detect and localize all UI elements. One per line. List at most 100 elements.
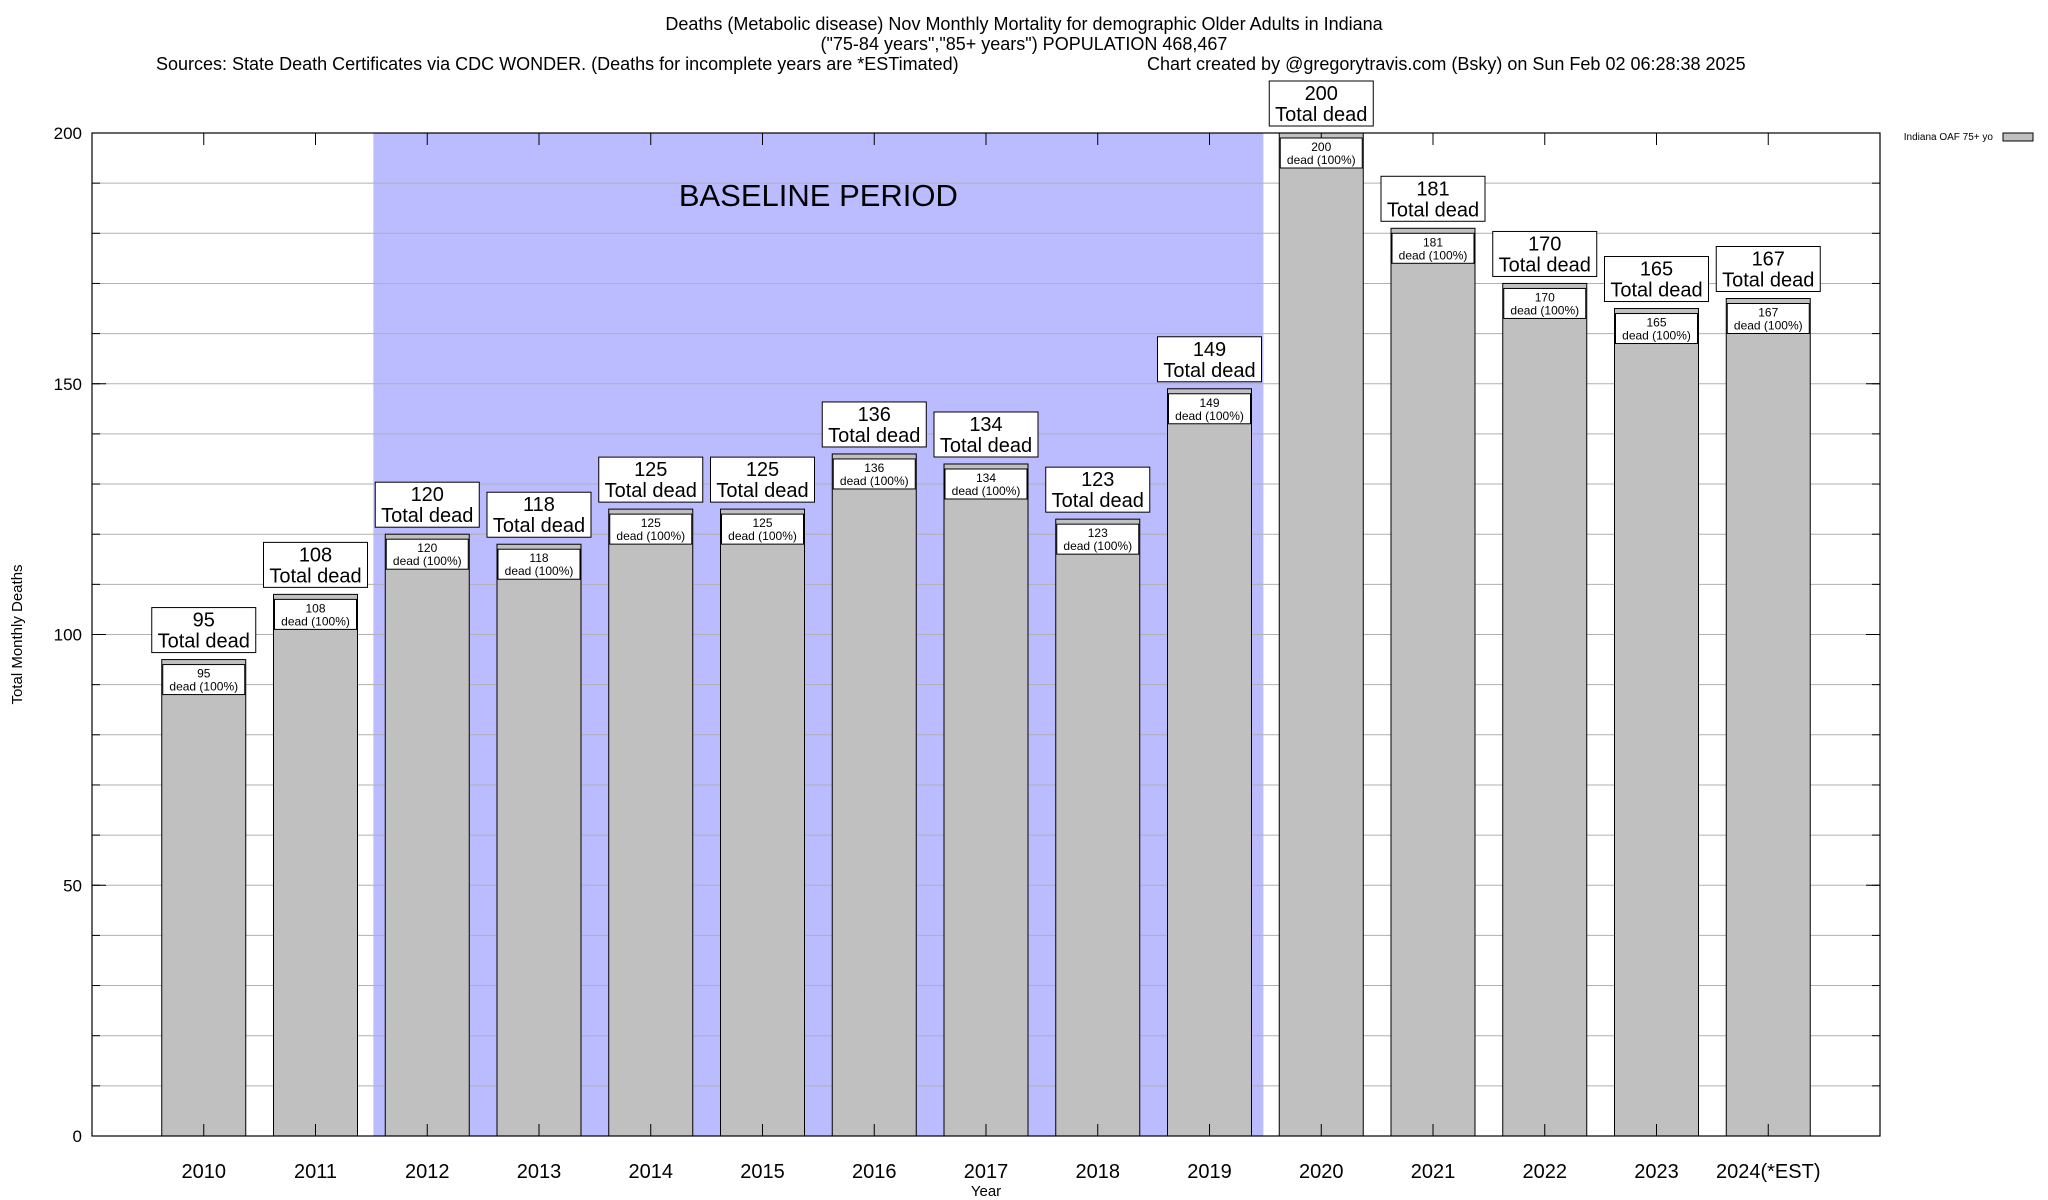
bar-inner-suffix: dead (100%) [728,529,797,543]
bar-total-label-box [1380,175,1486,222]
bar [831,453,917,1137]
bar-inner-suffix: dead (100%) [1287,153,1356,167]
y-tick-label: 200 [54,124,82,143]
bar-inner-suffix: dead (100%) [1175,409,1244,423]
bar-inner-label-box [1726,302,1810,334]
y-tick-label: 150 [54,375,82,394]
bar-inner-suffix: dead (100%) [1734,318,1803,332]
bar-total-suffix: Total dead [605,480,697,502]
bar-inner-suffix: dead (100%) [169,680,238,694]
bar-inner-label-box [162,664,246,696]
bar-inner-value: 181 [1423,235,1443,249]
bar [1725,297,1811,1137]
bar-total-label-box [263,541,368,588]
bar-total-label-box [1045,466,1151,513]
x-tick-label: 2019 [1187,1161,1232,1183]
bar-inner-label-box [274,598,357,630]
bar-total-label-box [1157,336,1262,383]
bar [720,508,805,1137]
plot-frame [91,132,1881,1137]
bar-total-label-box [374,481,480,528]
bar-total-suffix: Total dead [381,505,473,527]
bar-total-suffix: Total dead [493,515,585,537]
bar-total-value: 136 [858,404,891,426]
bar-inner-label-box [1615,313,1698,345]
bar-inner-value: 125 [752,516,772,530]
bar-total-label-box [151,607,257,654]
chart-subtitle: ("75-84 years","85+ years") POPULATION 4… [820,34,1228,54]
bar-inner-label-box [497,548,581,580]
x-tick-label: 2018 [1076,1161,1121,1183]
bar-total-label-box [1492,230,1598,277]
bar-total-label-box [1268,80,1374,127]
bar-inner-value: 108 [305,601,325,615]
x-tick-label: 2023 [1634,1161,1679,1183]
x-tick-label: 2016 [852,1161,897,1183]
bar-inner-value: 95 [197,667,211,681]
bar-total-suffix: Total dead [1275,104,1367,126]
bar-total-suffix: Total dead [1610,280,1702,302]
bar-total-suffix: Total dead [716,480,808,502]
y-tick-label: 50 [63,876,82,895]
bar-inner-value: 120 [417,541,437,555]
bar-inner-suffix: dead (100%) [393,554,462,568]
x-tick-label: 2020 [1299,1161,1344,1183]
sources-note: Sources: State Death Certificates via CD… [156,54,959,74]
bar [1055,518,1141,1137]
bar-inner-label-box [1168,393,1251,425]
bar-total-value: 170 [1528,233,1561,255]
x-axis-label: Year [971,1183,1001,1200]
bar-total-value: 108 [299,544,332,566]
bar-total-suffix: Total dead [1499,254,1591,276]
bar-inner-value: 125 [641,516,661,530]
x-tick-label: 2014 [629,1161,674,1183]
bar-total-value: 134 [969,414,1002,436]
y-axis-label: Total Monthly Deaths [9,564,26,704]
bar [161,659,247,1137]
bar-inner-suffix: dead (100%) [281,614,350,628]
bar-total-label-box [821,401,927,448]
bar-inner-suffix: dead (100%) [952,484,1021,498]
bar-inner-value: 149 [1199,396,1219,410]
x-tick-label: 2024(*EST) [1716,1161,1821,1183]
bar [943,463,1029,1137]
y-tick-label: 0 [73,1127,82,1146]
bar-inner-label-box [385,538,469,570]
bar-inner-suffix: dead (100%) [1622,329,1691,343]
bar-total-suffix: Total dead [940,435,1032,457]
bar-inner-value: 200 [1311,140,1331,154]
bar-inner-suffix: dead (100%) [1063,539,1132,553]
bar-total-suffix: Total dead [158,631,250,653]
x-tick-label: 2021 [1411,1161,1456,1183]
x-tick-label: 2015 [740,1161,785,1183]
bar-inner-value: 118 [529,551,548,565]
bar-inner-label-box [1279,137,1363,169]
bar-total-value: 165 [1640,259,1673,281]
bar [1278,132,1364,1137]
bar-total-label-box [1715,245,1821,292]
bar-total-value: 149 [1193,339,1226,361]
baseline-period-label: BASELINE PERIOD [679,178,958,213]
bar-total-value: 118 [523,494,555,516]
bar-inner-value: 134 [976,471,996,485]
x-tick-label: 2012 [405,1161,450,1183]
x-tick-label: 2022 [1523,1161,1568,1183]
bar-inner-label-box [1503,287,1587,319]
bar [496,543,582,1137]
bar-inner-value: 123 [1088,526,1108,540]
bar-total-value: 120 [411,484,444,506]
chart-title: Deaths (Metabolic disease) Nov Monthly M… [665,14,1383,34]
bar-total-label-box [1604,256,1709,303]
bar-inner-value: 167 [1758,305,1778,319]
credit-note: Chart created by @gregorytravis.com (Bsk… [1147,54,1746,74]
bar [1390,227,1476,1137]
bar-total-suffix: Total dead [828,425,920,447]
bar [608,508,694,1137]
bar-inner-label-box [944,468,1028,500]
bar-inner-suffix: dead (100%) [505,564,574,578]
bar [384,533,470,1137]
bar [1614,308,1699,1137]
bar-inner-suffix: dead (100%) [1399,248,1468,262]
bar [1167,388,1252,1137]
legend-label: Indiana OAF 75+ yo [1904,132,1994,143]
